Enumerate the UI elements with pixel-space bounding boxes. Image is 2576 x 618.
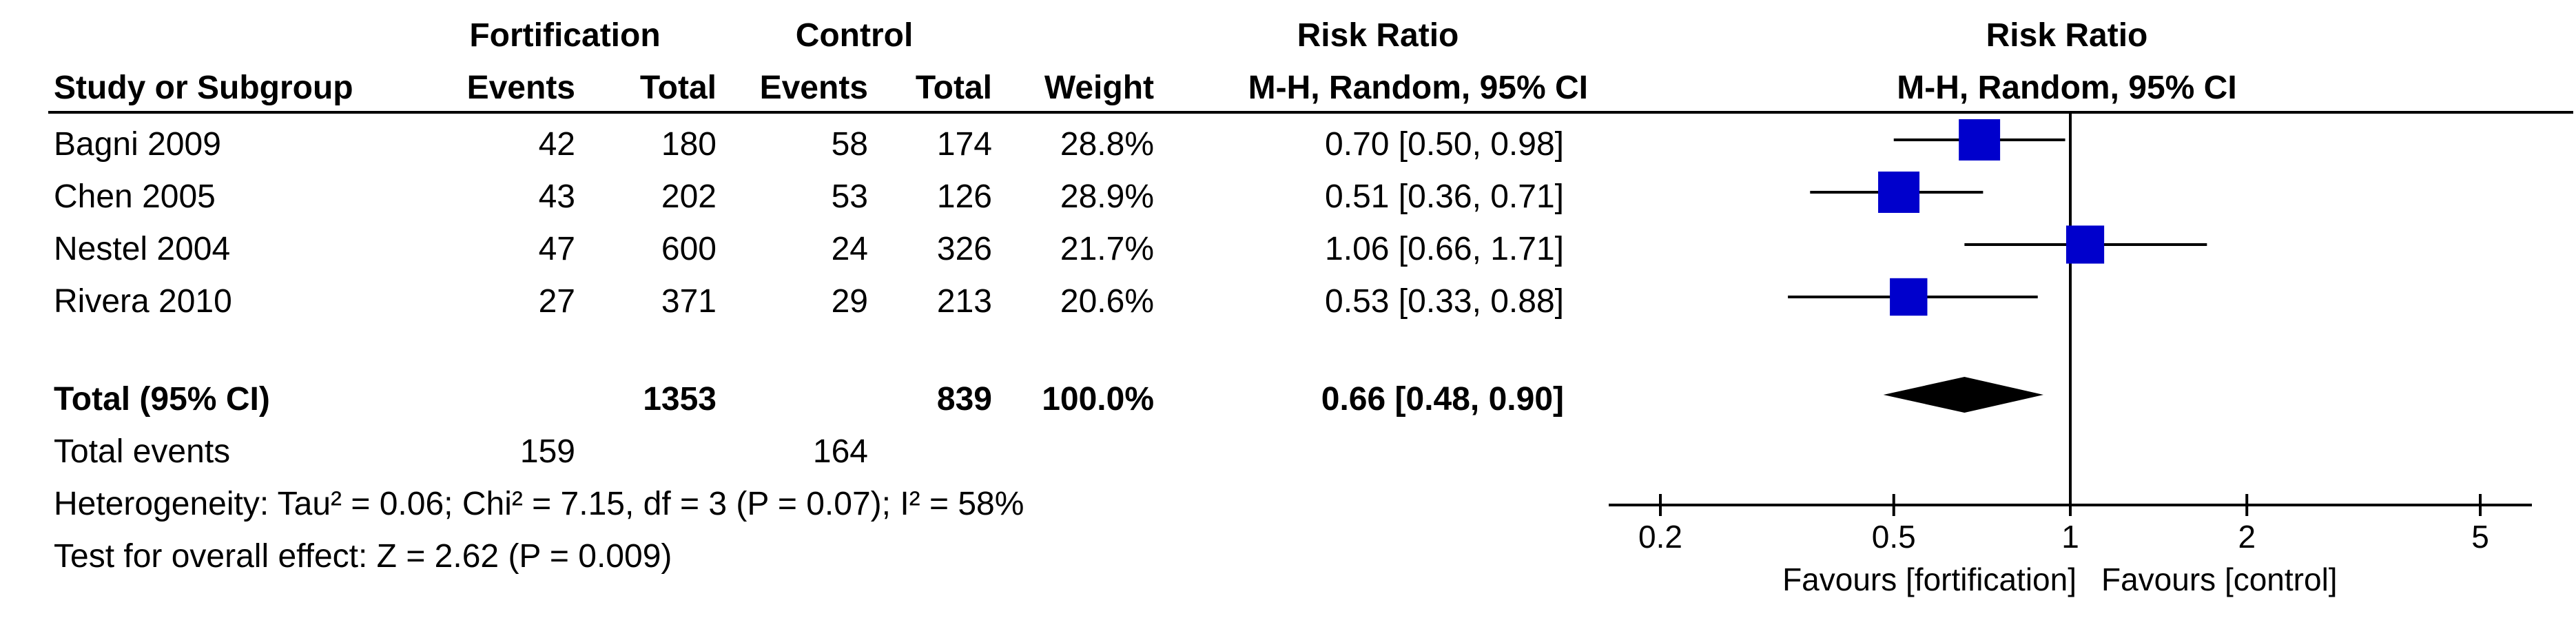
events-control: 29 bbox=[831, 283, 868, 320]
favours-left-label: Favours [fortification] bbox=[1782, 562, 2077, 597]
study-name: Nestel 2004 bbox=[54, 231, 231, 267]
col-weight: Weight bbox=[1044, 70, 1154, 106]
total-control: 174 bbox=[936, 126, 992, 163]
total-control: 213 bbox=[936, 283, 992, 320]
risk-ratio-ci: 0.70 [0.50, 0.98] bbox=[1325, 126, 1564, 163]
header-fortification: Fortification bbox=[469, 17, 661, 54]
total-weight: 100.0% bbox=[1042, 381, 1154, 418]
total-fortification: 180 bbox=[661, 126, 717, 163]
total-control: 326 bbox=[936, 231, 992, 267]
header-control: Control bbox=[795, 17, 914, 54]
study-name: Chen 2005 bbox=[54, 178, 216, 215]
study-marker bbox=[2065, 225, 2105, 264]
total-risk-ratio-ci: 0.66 [0.48, 0.90] bbox=[1321, 381, 1564, 418]
risk-ratio-ci: 0.51 [0.36, 0.71] bbox=[1325, 178, 1564, 215]
axis-tick-label: 2 bbox=[2238, 519, 2256, 555]
total-fortification: 1353 bbox=[643, 381, 717, 418]
total-events-control: 164 bbox=[812, 433, 868, 470]
heterogeneity-text: Heterogeneity: Tau² = 0.06; Chi² = 7.15,… bbox=[54, 486, 1024, 522]
total-events-label: Total events bbox=[54, 433, 231, 470]
axis-tick-label: 0.2 bbox=[1638, 519, 1682, 555]
study-name: Rivera 2010 bbox=[54, 283, 232, 320]
weight: 21.7% bbox=[1060, 231, 1154, 267]
col-events-control: Events bbox=[759, 70, 868, 106]
events-control: 58 bbox=[831, 126, 868, 163]
total-control: 839 bbox=[936, 381, 992, 418]
risk-ratio-ci: 0.53 [0.33, 0.88] bbox=[1325, 283, 1564, 320]
risk-ratio-ci: 1.06 [0.66, 1.71] bbox=[1325, 231, 1564, 267]
study-name: Bagni 2009 bbox=[54, 126, 221, 163]
weight: 28.8% bbox=[1060, 126, 1154, 163]
events-fortification: 43 bbox=[538, 178, 575, 215]
events-fortification: 42 bbox=[538, 126, 575, 163]
axis-tick-label: 1 bbox=[2061, 519, 2079, 555]
events-fortification: 27 bbox=[538, 283, 575, 320]
total-fortification: 600 bbox=[661, 231, 717, 267]
total-label: Total (95% CI) bbox=[54, 381, 270, 418]
total-control: 126 bbox=[936, 178, 992, 215]
weight: 28.9% bbox=[1060, 178, 1154, 215]
events-fortification: 47 bbox=[538, 231, 575, 267]
col-study-header: Study or Subgroup bbox=[54, 70, 353, 106]
header-risk-ratio-plot: Risk Ratio bbox=[1986, 17, 2148, 54]
col-total-fortification: Total bbox=[639, 70, 717, 106]
study-marker bbox=[1959, 119, 2001, 161]
weight: 20.6% bbox=[1060, 283, 1154, 320]
favours-right-label: Favours [control] bbox=[2101, 562, 2338, 597]
total-fortification: 371 bbox=[661, 283, 717, 320]
events-control: 53 bbox=[831, 178, 868, 215]
events-control: 24 bbox=[831, 231, 868, 267]
study-marker bbox=[1890, 278, 1928, 316]
col-plot-method: M-H, Random, 95% CI bbox=[1897, 70, 2237, 106]
col-total-control: Total bbox=[915, 70, 992, 106]
col-effect-method: M-H, Random, 95% CI bbox=[1248, 70, 1588, 106]
overall-effect-text: Test for overall effect: Z = 2.62 (P = 0… bbox=[54, 538, 672, 575]
axis-tick-label: 0.5 bbox=[1872, 519, 1916, 555]
study-marker bbox=[1878, 172, 1920, 213]
col-events-fortification: Events bbox=[466, 70, 575, 106]
total-fortification: 202 bbox=[661, 178, 717, 215]
axis-tick-label: 5 bbox=[2471, 519, 2489, 555]
total-events-fortification: 159 bbox=[519, 433, 575, 470]
header-risk-ratio: Risk Ratio bbox=[1297, 17, 1459, 54]
pooled-diamond bbox=[1883, 377, 2044, 413]
